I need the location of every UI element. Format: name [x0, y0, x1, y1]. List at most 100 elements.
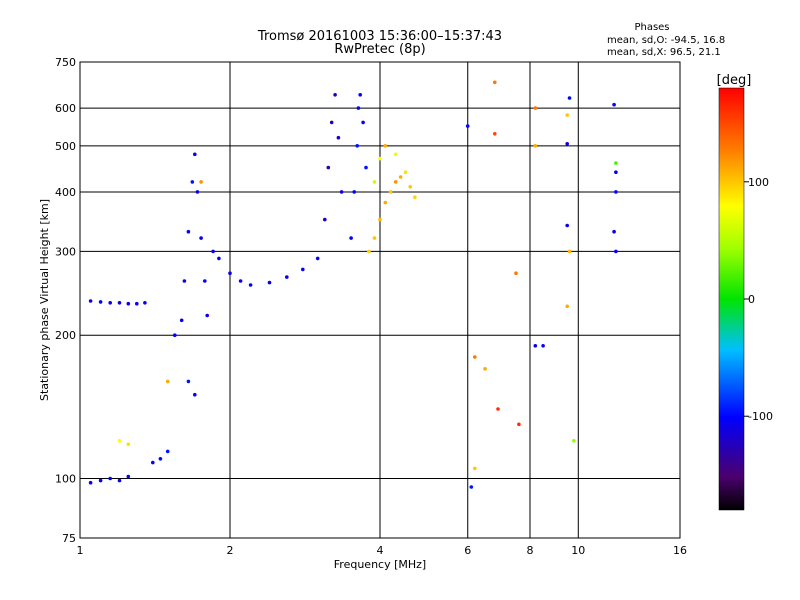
- data-point-o: [173, 333, 177, 338]
- data-point-x: [165, 379, 170, 384]
- x-tick-label: 6: [464, 544, 471, 557]
- data-point-o: [135, 301, 139, 306]
- data-point-o: [182, 279, 187, 283]
- data-point-o: [238, 279, 243, 283]
- data-point-o: [143, 301, 147, 305]
- data-point-x: [372, 236, 377, 240]
- data-point-o: [126, 301, 131, 306]
- data-points: [88, 80, 618, 489]
- y-tick-label: 400: [55, 186, 76, 199]
- data-point-x: [614, 161, 618, 165]
- data-point-o: [199, 236, 203, 240]
- data-point-o: [217, 256, 221, 261]
- data-point-o: [228, 271, 232, 276]
- data-point-o: [285, 275, 289, 279]
- data-point-x: [496, 407, 500, 411]
- colorbar-tick-label: 100: [748, 176, 769, 189]
- data-point-o: [612, 102, 616, 107]
- data-point-o: [333, 93, 337, 97]
- data-point-o: [469, 485, 474, 489]
- y-axis-ticks: 75 100 200 300 400 500 600 750: [55, 56, 76, 545]
- data-point-o: [158, 457, 163, 461]
- data-point-o: [151, 460, 155, 465]
- colorbar-tick-label: -100: [748, 410, 773, 423]
- data-point-x: [493, 132, 497, 136]
- data-point-o: [533, 344, 538, 348]
- data-point-o: [267, 280, 272, 285]
- data-point-x: [473, 355, 477, 359]
- data-point-o: [193, 152, 197, 157]
- data-point-o: [190, 180, 195, 184]
- data-point-x: [372, 180, 377, 184]
- x-tick-label: 10: [571, 544, 585, 557]
- y-tick-label: 500: [55, 140, 76, 153]
- data-point-x: [514, 271, 518, 276]
- x-tick-label: 1: [77, 544, 84, 557]
- data-point-x: [413, 195, 417, 199]
- data-point-o: [88, 299, 93, 303]
- data-point-o: [205, 313, 209, 318]
- data-point-o: [186, 229, 191, 234]
- data-point-x: [199, 180, 203, 184]
- data-point-o: [614, 249, 618, 254]
- data-point-o: [211, 249, 215, 254]
- y-tick-label: 200: [55, 329, 76, 342]
- x-tick-label: 16: [673, 544, 687, 557]
- y-tick-label: 75: [62, 532, 76, 545]
- data-point-o: [565, 142, 569, 146]
- data-point-o: [541, 344, 545, 348]
- data-point-x: [567, 249, 572, 254]
- data-point-o: [88, 480, 93, 485]
- data-point-x: [126, 442, 131, 447]
- data-point-o: [358, 93, 363, 97]
- y-tick-label: 300: [55, 245, 76, 258]
- data-point-o: [352, 190, 357, 194]
- data-point-x: [483, 367, 487, 371]
- data-point-x: [378, 156, 382, 161]
- data-point-o: [349, 236, 353, 240]
- data-point-x: [565, 113, 569, 117]
- data-point-o: [612, 229, 616, 234]
- y-tick-label: 100: [55, 473, 76, 486]
- data-point-o: [323, 217, 327, 222]
- data-point-x: [533, 106, 538, 110]
- data-point-x: [393, 180, 398, 184]
- data-point-o: [248, 283, 253, 287]
- data-point-x: [473, 466, 477, 471]
- data-point-o: [117, 301, 122, 305]
- x-axis-ticks: 1 2 4 6 8 10 16: [77, 544, 688, 557]
- grid-lines: [80, 62, 680, 538]
- data-point-o: [315, 256, 320, 261]
- data-point-o: [186, 379, 191, 384]
- data-point-o: [108, 301, 112, 305]
- data-point-o: [465, 124, 470, 128]
- info-line-x: mean, sd,X: 96.5, 21.1: [607, 47, 721, 58]
- y-tick-label: 600: [55, 102, 76, 115]
- data-point-x: [393, 152, 398, 157]
- data-point-o: [195, 190, 200, 194]
- plot-frame: [79, 61, 681, 539]
- data-point-o: [567, 96, 572, 100]
- data-point-o: [193, 392, 197, 397]
- data-point-o: [614, 190, 618, 194]
- data-point-x: [493, 80, 497, 85]
- data-point-o: [165, 449, 170, 454]
- data-point-o: [355, 144, 360, 148]
- data-point-o: [98, 478, 103, 483]
- data-point-o: [98, 300, 103, 304]
- data-point-x: [572, 439, 576, 443]
- data-point-o: [364, 165, 368, 170]
- info-heading: Phases: [634, 22, 669, 33]
- data-point-o: [565, 223, 569, 228]
- colorbar-tick-label: 0: [748, 293, 755, 306]
- info-line-o: mean, sd,O: -94.5, 16.8: [607, 35, 725, 46]
- colorbar: [718, 87, 745, 511]
- data-point-o: [339, 190, 344, 194]
- data-point-o: [108, 476, 112, 481]
- data-point-x: [403, 170, 408, 174]
- data-point-x: [117, 439, 122, 443]
- colorbar-label: [deg]: [717, 73, 752, 88]
- data-point-x: [408, 185, 413, 189]
- data-point-o: [361, 120, 365, 125]
- data-point-x: [383, 200, 388, 205]
